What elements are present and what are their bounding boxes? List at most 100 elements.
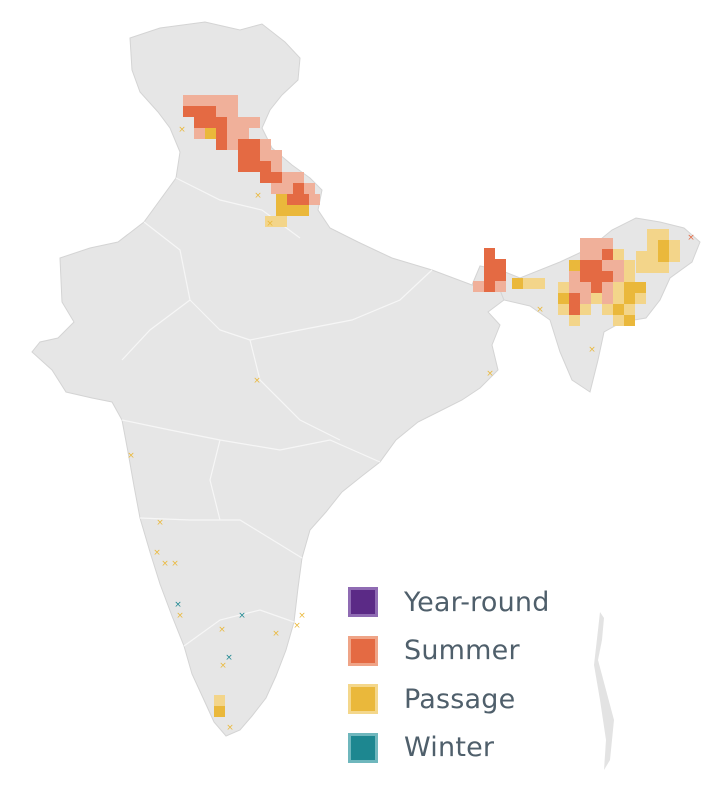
range-cell [265, 216, 276, 227]
range-cell [216, 95, 227, 106]
range-cell [205, 117, 216, 128]
swatch-winter [348, 732, 378, 763]
range-cell [635, 293, 646, 304]
range-cell [309, 194, 320, 205]
legend: Year-round Summer Passage Winter [348, 578, 608, 772]
range-cell [580, 249, 591, 260]
range-cell [276, 194, 287, 205]
range-cell [238, 117, 249, 128]
range-cell [238, 161, 249, 172]
record-mark: × [588, 345, 596, 355]
range-cell [635, 282, 646, 293]
range-cell [647, 251, 658, 262]
record-mark: × [153, 548, 161, 558]
range-cell [602, 238, 613, 249]
range-cell [183, 95, 194, 106]
range-cell [282, 183, 293, 194]
range-cell [602, 260, 613, 271]
range-cell [304, 183, 315, 194]
record-mark: × [226, 723, 234, 733]
range-cell [613, 249, 624, 260]
range-cell [484, 270, 495, 281]
legend-item-summer: Summer [348, 627, 608, 676]
range-cell [227, 106, 238, 117]
range-cell [569, 282, 580, 293]
swatch-passage [348, 684, 378, 715]
range-cell [591, 260, 602, 271]
range-cell [602, 249, 613, 260]
range-cell [624, 282, 635, 293]
range-cell [580, 260, 591, 271]
range-cell [216, 128, 227, 139]
record-mark: × [174, 600, 182, 610]
range-cell [580, 304, 591, 315]
legend-item-passage: Passage [348, 675, 608, 724]
andaman-islands [594, 612, 614, 770]
range-cell [613, 282, 624, 293]
point-records: ×××××× ××× ×× ×××××××××××× [127, 125, 695, 733]
range-cell [523, 278, 534, 289]
range-cell [238, 139, 249, 150]
range-cell [260, 161, 271, 172]
range-cell [580, 271, 591, 282]
range-cell [271, 172, 282, 183]
swatch-summer [348, 635, 378, 666]
range-cell [647, 262, 658, 273]
range-cell [613, 271, 624, 282]
range-cell [658, 251, 669, 262]
range-cell [602, 293, 613, 304]
record-mark: × [218, 625, 226, 635]
record-mark: × [536, 305, 544, 315]
range-cell [227, 95, 238, 106]
range-cell [298, 205, 309, 216]
record-mark: × [254, 191, 262, 201]
record-mark: × [293, 621, 301, 631]
range-cell [214, 695, 225, 706]
range-cell [636, 262, 647, 273]
range-cell [613, 260, 624, 271]
range-cell [569, 260, 580, 271]
range-cell [484, 281, 495, 292]
legend-label-passage: Passage [404, 683, 516, 715]
range-cell [194, 117, 205, 128]
range-cell [276, 205, 287, 216]
range-cell [591, 282, 602, 293]
record-mark: × [127, 451, 135, 461]
range-cell [227, 128, 238, 139]
record-mark: × [486, 369, 494, 379]
range-cell [282, 172, 293, 183]
range-cell [558, 293, 569, 304]
record-mark: × [272, 629, 280, 639]
range-cell [484, 259, 495, 270]
range-cell [194, 106, 205, 117]
range-cell [271, 161, 282, 172]
range-cell [260, 172, 271, 183]
range-cell [293, 183, 304, 194]
range-cell [216, 117, 227, 128]
range-cell [580, 282, 591, 293]
range-cell [602, 282, 613, 293]
range-cell [624, 304, 635, 315]
record-mark: × [176, 611, 184, 621]
record-mark: × [687, 233, 695, 243]
range-cell [647, 229, 658, 240]
range-cell [669, 251, 680, 262]
range-cell [293, 172, 304, 183]
range-cell [624, 315, 635, 326]
range-cell [591, 271, 602, 282]
range-cell [658, 229, 669, 240]
range-cell [194, 95, 205, 106]
range-cell [271, 150, 282, 161]
range-cell [260, 150, 271, 161]
range-cell [658, 262, 669, 273]
record-mark: × [238, 611, 246, 621]
range-cell [569, 293, 580, 304]
range-cell [249, 139, 260, 150]
range-cell [512, 278, 523, 289]
record-mark: × [161, 559, 169, 569]
range-cell [227, 139, 238, 150]
range-cell [591, 238, 602, 249]
range-cell [602, 271, 613, 282]
legend-label-winter: Winter [404, 732, 495, 764]
